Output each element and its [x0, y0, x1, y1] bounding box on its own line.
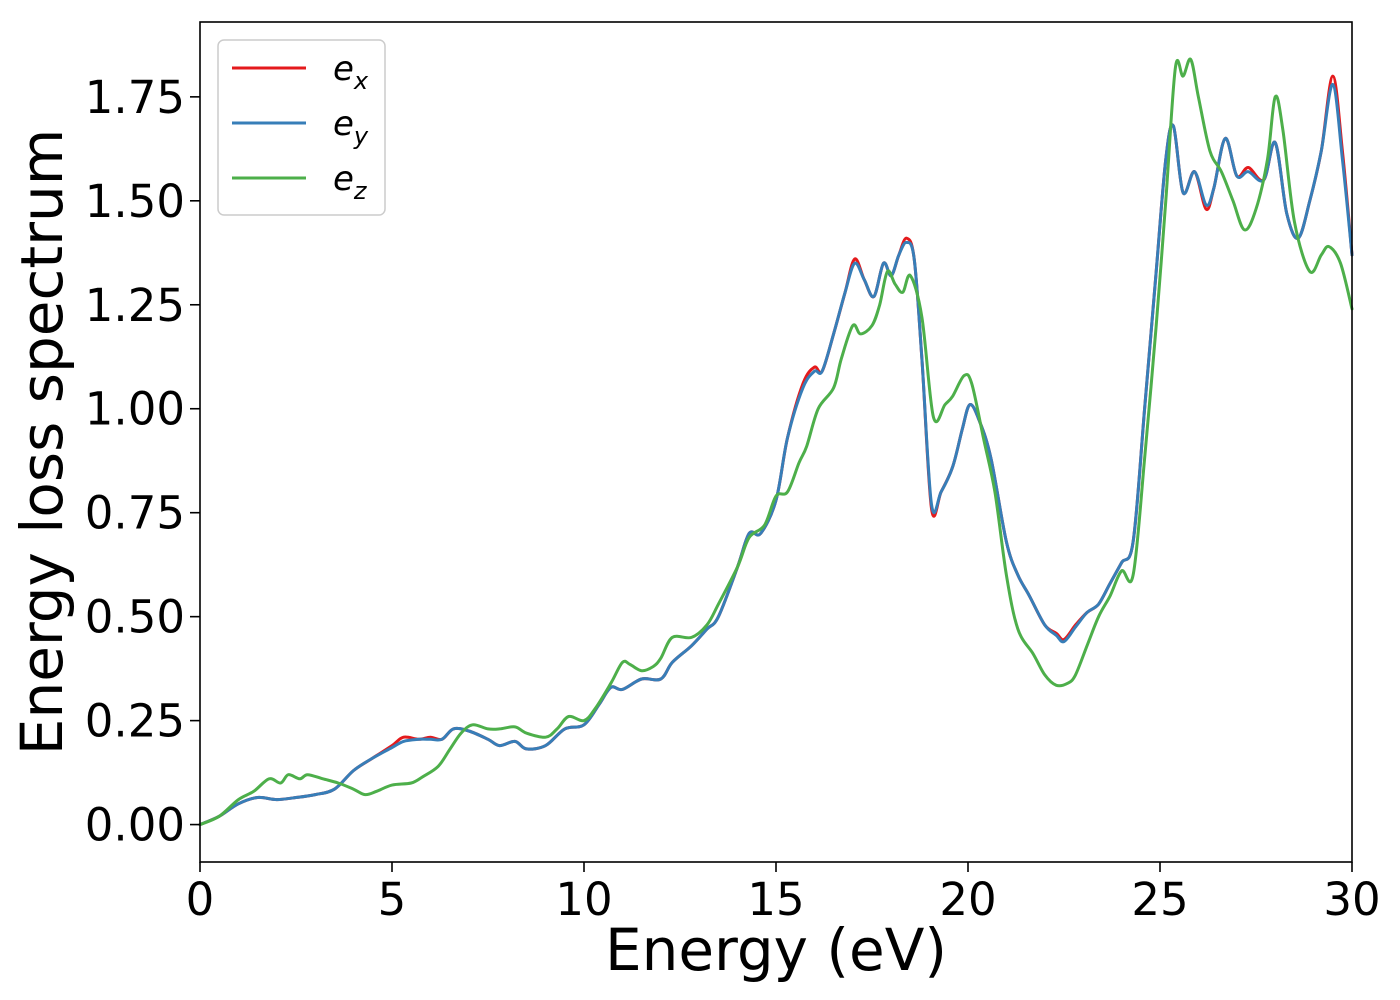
x-tick-label: 25 — [1131, 873, 1188, 926]
y-tick-label: 1.25 — [85, 279, 185, 332]
legend-label-e-x: ex — [333, 49, 369, 95]
legend-label-e-z: ez — [333, 159, 368, 205]
series-line-e-y — [198, 82, 1354, 827]
y-tick-label: 0.00 — [85, 799, 185, 852]
x-tick-label: 20 — [939, 873, 996, 926]
series-layer — [198, 57, 1354, 827]
y-axis-title: Energy loss spectrum — [8, 129, 76, 755]
y-axis-ticks: 0.00 0.25 0.50 0.75 1.00 1.25 1.50 1.75 — [85, 71, 200, 852]
y-tick-label: 1.50 — [85, 175, 185, 228]
x-tick-label: 5 — [378, 873, 407, 926]
y-tick-label: 0.75 — [85, 487, 185, 540]
legend-frame — [217, 39, 386, 216]
x-tick-label: 15 — [747, 873, 804, 926]
y-tick-label: 0.50 — [85, 591, 185, 644]
series-line-e-z — [198, 57, 1354, 827]
y-tick-label: 1.00 — [85, 383, 185, 436]
x-axis-title: Energy (eV) — [605, 916, 947, 984]
legend: ex ey ez — [217, 39, 386, 216]
x-tick-label: 10 — [555, 873, 612, 926]
y-tick-label: 0.25 — [85, 695, 185, 748]
x-tick-label: 30 — [1323, 873, 1380, 926]
y-tick-label: 1.75 — [85, 71, 185, 124]
x-axis-ticks: 0 5 10 15 20 25 30 — [186, 862, 1381, 926]
legend-label-e-y: ey — [333, 104, 369, 150]
x-tick-label: 0 — [186, 873, 215, 926]
